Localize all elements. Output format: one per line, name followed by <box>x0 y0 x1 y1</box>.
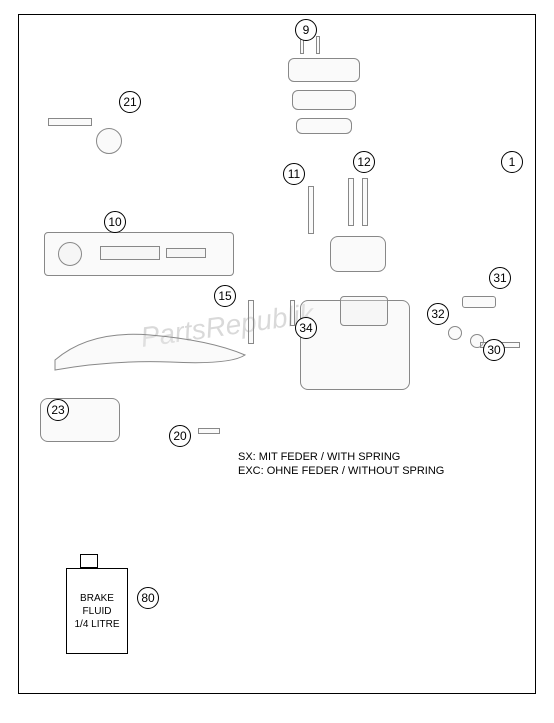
callout-10: 10 <box>104 211 126 233</box>
part-piston-10 <box>100 246 160 260</box>
callout-9: 9 <box>295 19 317 41</box>
part-grub-screw-20 <box>198 428 220 434</box>
brake-label-2: 1/4 LITRE <box>74 618 119 631</box>
callout-80: 80 <box>137 587 159 609</box>
part-gasket <box>296 118 352 134</box>
part-cover-plate-top <box>288 58 360 82</box>
callout-11: 11 <box>283 163 305 185</box>
part-banjo-bolt <box>462 296 496 308</box>
part-bolt-12a <box>348 178 354 226</box>
part-cover-plate-mid <box>292 90 356 110</box>
callout-32: 32 <box>427 303 449 325</box>
part-seal-ring-a <box>448 326 462 340</box>
callout-15: 15 <box>214 285 236 307</box>
callout-12: 12 <box>353 151 375 173</box>
part-reservoir-opening <box>340 296 388 326</box>
brake-label-0: BRAKE <box>74 592 119 605</box>
lever-sketch <box>50 320 250 380</box>
callout-20: 20 <box>169 425 191 447</box>
callout-30: 30 <box>483 339 505 361</box>
part-screw-9b <box>316 36 320 54</box>
callout-31: 31 <box>489 267 511 289</box>
brake-fluid-cap <box>80 554 98 568</box>
part-bolt-11 <box>308 186 314 234</box>
brake-fluid-bottle: BRAKE FLUID 1/4 LITRE <box>66 568 128 654</box>
brake-label-1: FLUID <box>74 605 119 618</box>
part-spring-10 <box>166 248 206 258</box>
callout-21: 21 <box>119 91 141 113</box>
note-line2: EXC: OHNE FEDER / WITHOUT SPRING <box>238 464 444 478</box>
part-pin-34 <box>290 300 295 326</box>
part-dust-boot-21 <box>96 128 122 154</box>
callout-34: 34 <box>295 317 317 339</box>
callout-1: 1 <box>501 151 523 173</box>
part-boot-10 <box>58 242 82 266</box>
spring-note: SX: MIT FEDER / WITH SPRING EXC: OHNE FE… <box>238 450 444 479</box>
part-bolt-21 <box>48 118 92 126</box>
part-clamp <box>330 236 386 272</box>
brake-fluid-label: BRAKE FLUID 1/4 LITRE <box>74 592 119 631</box>
part-bolt-12b <box>362 178 368 226</box>
callout-23: 23 <box>47 399 69 421</box>
note-line1: SX: MIT FEDER / WITH SPRING <box>238 450 444 464</box>
